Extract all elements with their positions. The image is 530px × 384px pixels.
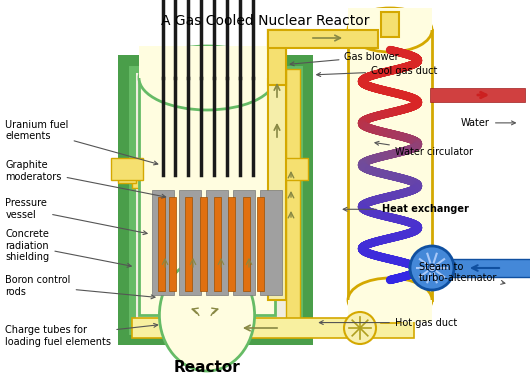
Bar [132, 69, 299, 331]
Bar [139, 46, 275, 78]
Bar [381, 317, 399, 323]
Text: Cool gas duct: Cool gas duct [317, 66, 437, 76]
Text: Water circulator: Water circulator [375, 141, 473, 157]
Bar [200, 197, 207, 291]
Bar [273, 158, 308, 180]
Bar [348, 8, 432, 30]
Bar [233, 190, 255, 295]
Bar [132, 318, 414, 338]
Bar [348, 300, 432, 322]
Bar [430, 259, 432, 277]
Bar [118, 55, 313, 345]
Circle shape [344, 312, 376, 344]
Ellipse shape [139, 46, 275, 110]
Bar [228, 197, 235, 291]
Bar [260, 190, 282, 295]
Text: Gas blower: Gas blower [290, 52, 399, 66]
Bar [268, 30, 286, 300]
Bar [206, 190, 228, 295]
Bar [139, 78, 275, 315]
Ellipse shape [348, 278, 432, 322]
Bar [381, 12, 399, 37]
Bar [257, 197, 264, 291]
Text: Reactor: Reactor [174, 360, 241, 375]
Text: Steam to
turbo-alternator: Steam to turbo-alternator [419, 262, 505, 284]
Bar [430, 88, 525, 102]
Text: Heat exchanger: Heat exchanger [343, 204, 469, 214]
Circle shape [410, 246, 454, 290]
Bar [111, 158, 143, 180]
Text: Graphite
moderators: Graphite moderators [5, 160, 166, 198]
Text: Pressure
vessel: Pressure vessel [5, 199, 147, 235]
Text: Charge tubes for
loading fuel elements: Charge tubes for loading fuel elements [5, 323, 157, 347]
Bar [452, 259, 530, 277]
Bar [158, 197, 165, 291]
Text: Hot gas duct: Hot gas duct [320, 318, 457, 328]
Bar [268, 30, 286, 85]
Ellipse shape [348, 8, 432, 52]
Bar [214, 197, 221, 291]
Bar [243, 197, 250, 291]
Bar [348, 30, 432, 300]
Bar [132, 158, 160, 188]
Text: Uranium fuel
elements: Uranium fuel elements [5, 120, 158, 165]
Ellipse shape [160, 259, 254, 371]
Circle shape [428, 264, 436, 272]
Text: Boron control
rods: Boron control rods [5, 275, 155, 299]
Bar [132, 69, 299, 331]
Bar [268, 30, 378, 48]
Bar [152, 190, 174, 295]
Bar [286, 69, 300, 331]
Text: A Gas Cooled Nuclear Reactor: A Gas Cooled Nuclear Reactor [161, 14, 369, 28]
Bar [185, 197, 192, 291]
Bar [118, 161, 136, 183]
Text: Concrete
radiation
shielding: Concrete radiation shielding [5, 229, 131, 267]
Bar [169, 197, 176, 291]
Text: Water: Water [461, 118, 515, 128]
Bar [179, 190, 201, 295]
